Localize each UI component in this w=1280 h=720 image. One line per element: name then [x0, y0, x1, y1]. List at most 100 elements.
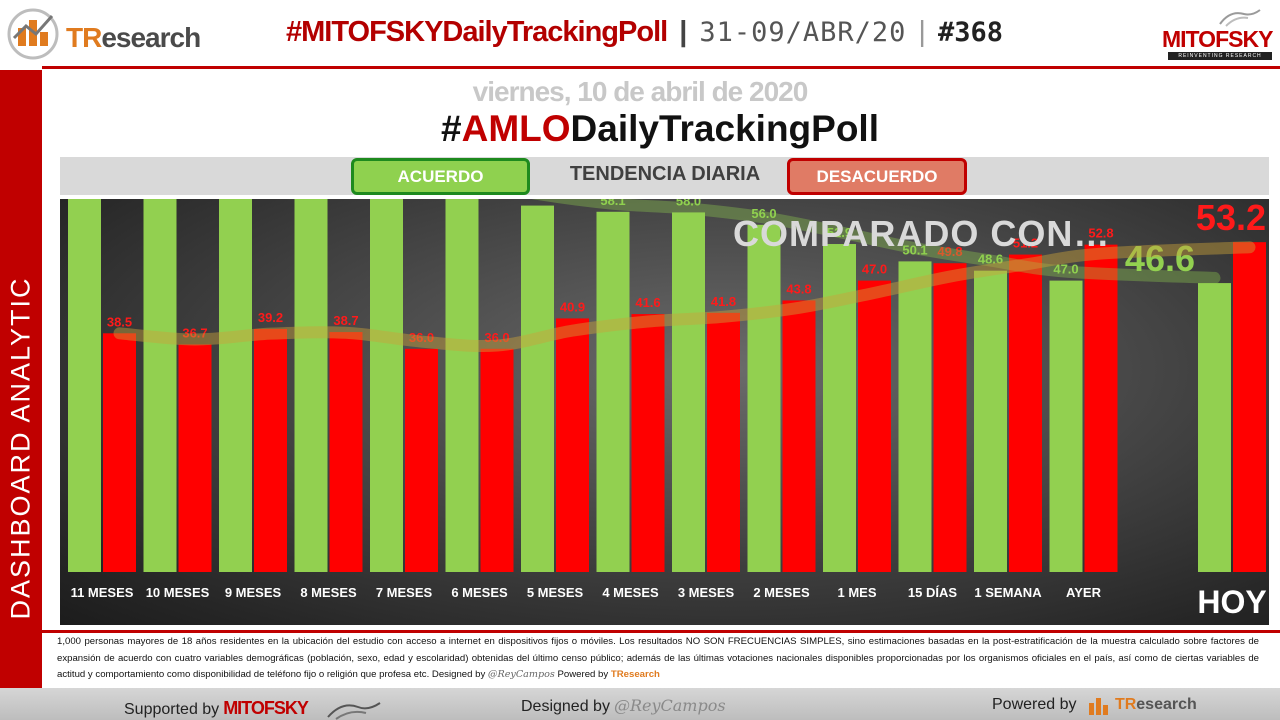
- bar-desacuerdo: [933, 263, 967, 572]
- data-label-acuerdo: 59.1: [525, 199, 550, 202]
- data-label-acuerdo: 58.0: [676, 199, 701, 208]
- mitofsky-logo[interactable]: MITOFSKY REINVENTING RESEARCH: [1158, 6, 1276, 62]
- trend-line-acuerdo: [281, 199, 1221, 284]
- data-label-acuerdo: 50.1: [902, 242, 927, 257]
- bar-acuerdo: [747, 224, 781, 573]
- bar-acuerdo: [823, 244, 856, 572]
- category-label: 11 MESES: [71, 585, 134, 600]
- page-title: #AMLODailyTrackingPoll: [441, 108, 879, 149]
- bar-acuerdo: [68, 199, 101, 572]
- data-label-acuerdo: 56.0: [751, 206, 776, 221]
- category-label: 7 MESES: [376, 585, 433, 600]
- data-label-desacuerdo: 39.2: [258, 310, 283, 325]
- powered-brand: TResearch: [1114, 696, 1197, 713]
- compared-label: COMPARADO CON…: [733, 213, 1111, 254]
- bar-desacuerdo: [178, 344, 212, 572]
- chart-panel: 61.338.511 MESES63.336.710 MESES60.839.2…: [60, 199, 1269, 625]
- selector-bar: [60, 157, 1269, 195]
- desacuerdo-button[interactable]: DESACUERDO: [787, 158, 967, 195]
- tresearch-logo-text: TResearch: [66, 22, 201, 53]
- supported-brand: MITOFSKY: [223, 698, 309, 718]
- trend-line-desacuerdo: [113, 241, 1256, 353]
- bar-desacuerdo: [405, 348, 438, 572]
- headline-hashtag: #MITOFSKYDailyTrackingPoll: [286, 16, 668, 48]
- data-label-desacuerdo: 53.2: [1196, 199, 1266, 238]
- bar-acuerdo: [445, 199, 479, 572]
- data-label-desacuerdo: 41.6: [635, 295, 660, 310]
- side-band: DASHBOARD ANALYTIC: [0, 70, 42, 688]
- data-label-desacuerdo: 41.8: [711, 294, 736, 309]
- supported-by[interactable]: Supported by MITOFSKY: [124, 698, 382, 720]
- headline-date-range: 31-09/ABR/20: [699, 17, 907, 48]
- mitofsky-logo-text: MITOFSKY: [1162, 26, 1273, 52]
- bar-desacuerdo: [707, 312, 740, 572]
- data-label-acuerdo: 47.0: [1053, 262, 1078, 277]
- bar-acuerdo: [672, 212, 705, 572]
- category-label: AYER: [1066, 585, 1102, 600]
- data-label-desacuerdo: 38.5: [107, 314, 132, 329]
- footer-divider: [42, 630, 1280, 633]
- page-header: TResearch #MITOFSKYDailyTrackingPoll | 31-…: [0, 0, 1280, 68]
- bar-acuerdo: [1198, 283, 1231, 572]
- disclaimer-brand: TResearch: [610, 669, 660, 680]
- data-label-desacuerdo: 51.2: [1013, 236, 1038, 251]
- bottom-band: [0, 688, 1280, 720]
- category-label: 10 MESES: [146, 585, 210, 600]
- headline: #MITOFSKYDailyTrackingPoll | 31-09/ABR/20 |…: [286, 16, 1003, 56]
- data-label-acuerdo: 48.6: [978, 252, 1003, 267]
- designer-signature: @ReyCampos: [613, 696, 726, 715]
- bar-acuerdo: [143, 199, 177, 572]
- category-label: 9 MESES: [225, 585, 282, 600]
- bar-acuerdo: [898, 261, 932, 572]
- methodology-disclaimer: 1,000 personas mayores de 18 años reside…: [57, 636, 1259, 680]
- data-label-desacuerdo: 52.8: [1088, 226, 1113, 241]
- powered-by[interactable]: Powered by TResearch: [992, 696, 1197, 715]
- mitofsky-logo-tagline: REINVENTING RESEARCH: [1168, 52, 1272, 60]
- category-label: 3 MESES: [678, 585, 735, 600]
- data-label-desacuerdo: 43.8: [786, 281, 811, 296]
- bar-desacuerdo: [1084, 244, 1118, 572]
- bar-desacuerdo: [103, 333, 136, 572]
- data-label-desacuerdo: 47.0: [862, 262, 887, 277]
- category-label: 1 SEMANA: [974, 585, 1042, 600]
- tresearch-logo[interactable]: TResearch: [6, 8, 201, 60]
- category-label: 2 MESES: [753, 585, 810, 600]
- bar-desacuerdo: [480, 348, 514, 572]
- trend-label: TENDENCIA DIARIA: [569, 163, 761, 185]
- category-label: 15 DÍAS: [908, 585, 957, 600]
- acuerdo-button[interactable]: ACUERDO: [351, 158, 530, 195]
- category-label: 6 MESES: [451, 585, 508, 600]
- bar-desacuerdo: [1233, 242, 1266, 572]
- data-label-desacuerdo: 36.7: [182, 325, 207, 340]
- headline-separator-2: |: [918, 16, 926, 48]
- data-label-acuerdo: 58.1: [600, 199, 625, 208]
- report-date: viernes, 10 de abril de 2020: [472, 76, 809, 107]
- data-label-acuerdo: 46.6: [1125, 238, 1195, 279]
- data-label-acuerdo: 52.9: [827, 225, 852, 240]
- category-label: 1 MES: [837, 585, 876, 600]
- header-divider: [42, 66, 1280, 69]
- data-label-desacuerdo: 38.7: [333, 313, 358, 328]
- bar-acuerdo: [219, 199, 252, 573]
- mitofsky-swoosh-icon: [327, 701, 381, 720]
- headline-issue-number: #368: [937, 17, 1003, 48]
- category-label: 5 MESES: [527, 585, 584, 600]
- data-label-desacuerdo: 49.8: [937, 244, 962, 259]
- approval-chart: 61.338.511 MESES63.336.710 MESES60.839.2…: [68, 199, 1267, 620]
- data-label-desacuerdo: 40.9: [560, 299, 585, 314]
- bar-desacuerdo: [556, 318, 589, 572]
- designed-by[interactable]: Designed by @ReyCampos: [521, 696, 726, 715]
- category-label: HOY: [1197, 584, 1266, 620]
- category-label: 4 MESES: [602, 585, 659, 600]
- bar-desacuerdo: [254, 328, 287, 572]
- disclaimer-signature: @ReyCampos: [487, 669, 555, 680]
- data-label-desacuerdo: 36.0: [409, 330, 434, 345]
- bar-acuerdo: [974, 270, 1007, 572]
- bar-acuerdo: [294, 199, 328, 573]
- mitofsky-swoosh-icon: [1219, 9, 1261, 27]
- side-band-label: DASHBOARD ANALYTIC: [5, 276, 36, 620]
- bar-acuerdo: [596, 211, 630, 572]
- bar-desacuerdo: [631, 314, 665, 572]
- bar-desacuerdo: [1009, 254, 1042, 572]
- bar-desacuerdo: [782, 300, 816, 572]
